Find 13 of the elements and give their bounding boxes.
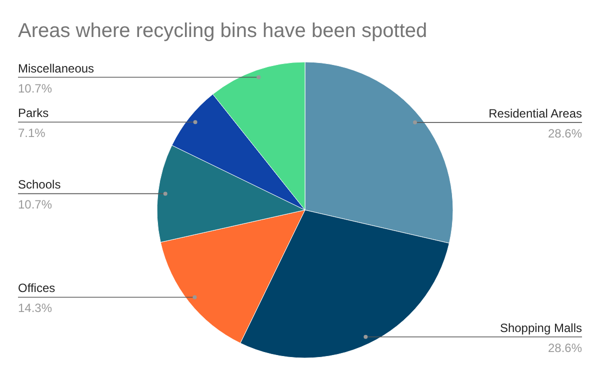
slice-label: Offices: [18, 281, 56, 296]
data-label: 7.1%: [18, 126, 46, 140]
slice-label: Miscellaneous: [18, 61, 94, 76]
slice-label: Shopping Malls: [500, 320, 582, 335]
data-label: 28.6%: [548, 126, 582, 140]
slice-label: Schools: [18, 178, 61, 192]
data-label: 10.7%: [18, 81, 52, 96]
data-label: 10.7%: [18, 198, 52, 212]
data-label: 28.6%: [548, 340, 582, 355]
chart-title: Areas where recycling bins have been spotted: [18, 20, 428, 43]
data-label: 14.3%: [18, 301, 52, 316]
slice-label: Residential Areas: [488, 106, 582, 120]
slice-label: Parks: [18, 106, 49, 120]
